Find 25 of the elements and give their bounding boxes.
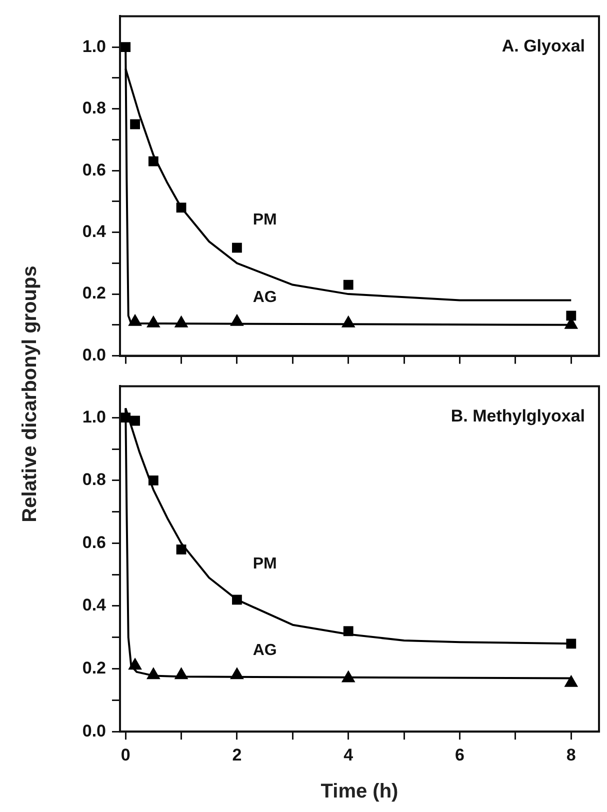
y-tick-label: 1.0 <box>82 407 106 426</box>
series-label: AG <box>252 288 277 306</box>
y-tick-label: 1.0 <box>82 36 106 56</box>
y-axis-title: Relative dicarbonyl groups <box>18 264 42 524</box>
y-tick-label: 0.0 <box>82 721 106 740</box>
y-tick-label: 0.4 <box>82 596 107 615</box>
text: A. Glyoxal <box>502 36 585 56</box>
y-tick-label: 0.2 <box>82 658 106 678</box>
y-tick-label: 0.8 <box>82 98 106 118</box>
x-tick-label: 6 <box>455 745 464 764</box>
y-tick-label: 0.8 <box>82 470 106 490</box>
x-axis-title: Time (h) <box>320 780 398 803</box>
y-tick-label: 0.6 <box>82 532 106 552</box>
series-label: AG <box>252 642 277 660</box>
x-tick-label: 2 <box>232 745 242 764</box>
y-tick-label: 0.2 <box>82 284 106 303</box>
x-tick-label: 4 <box>344 745 354 764</box>
y-tick-label: 0.6 <box>82 160 106 180</box>
y-tick-label: 0.0 <box>82 345 106 364</box>
y-tick-label: 0.4 <box>82 222 107 241</box>
x-tick-label: 0 <box>120 745 130 764</box>
text: B. Methylglyoxal <box>450 406 585 426</box>
series-label: PM <box>252 556 277 573</box>
series-label: PM <box>252 212 277 229</box>
x-tick-label: 8 <box>566 745 576 764</box>
